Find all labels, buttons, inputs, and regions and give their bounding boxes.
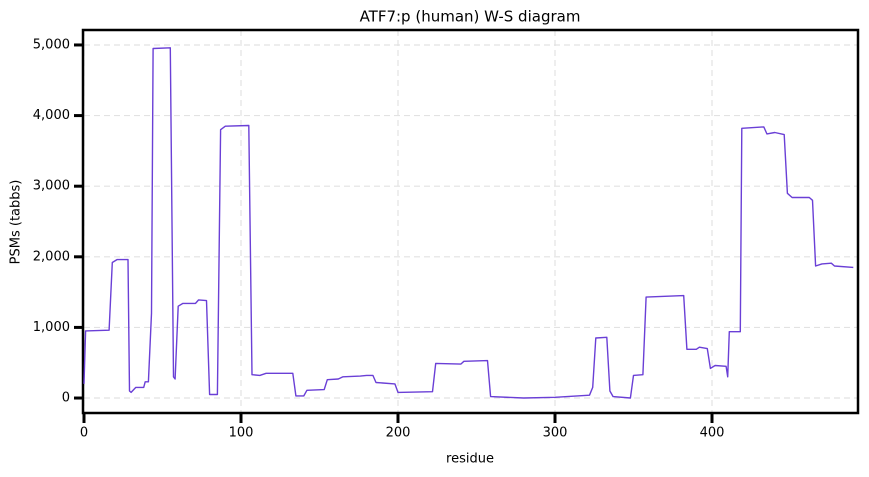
data-line	[83, 47, 854, 399]
x-tick-label: 300	[543, 426, 568, 441]
x-tick-label: 0	[80, 426, 88, 441]
y-tick-label: 2,000	[33, 249, 70, 264]
x-axis-label: residue	[446, 452, 494, 467]
x-tick-label: 100	[229, 426, 254, 441]
plot-frame	[81, 28, 860, 415]
y-axis-label: PSMs (tabbs)	[9, 180, 24, 265]
y-tick-label: 1,000	[33, 320, 70, 335]
chart-title: ATF7:p (human) W-S diagram	[360, 8, 581, 26]
y-tick-label: 4,000	[33, 108, 70, 123]
y-tick-label: 0	[62, 391, 70, 406]
x-tick-label: 400	[700, 426, 725, 441]
x-tick-label: 200	[386, 426, 411, 441]
y-tick-label: 3,000	[33, 179, 70, 194]
y-tick-label: 5,000	[33, 37, 70, 52]
